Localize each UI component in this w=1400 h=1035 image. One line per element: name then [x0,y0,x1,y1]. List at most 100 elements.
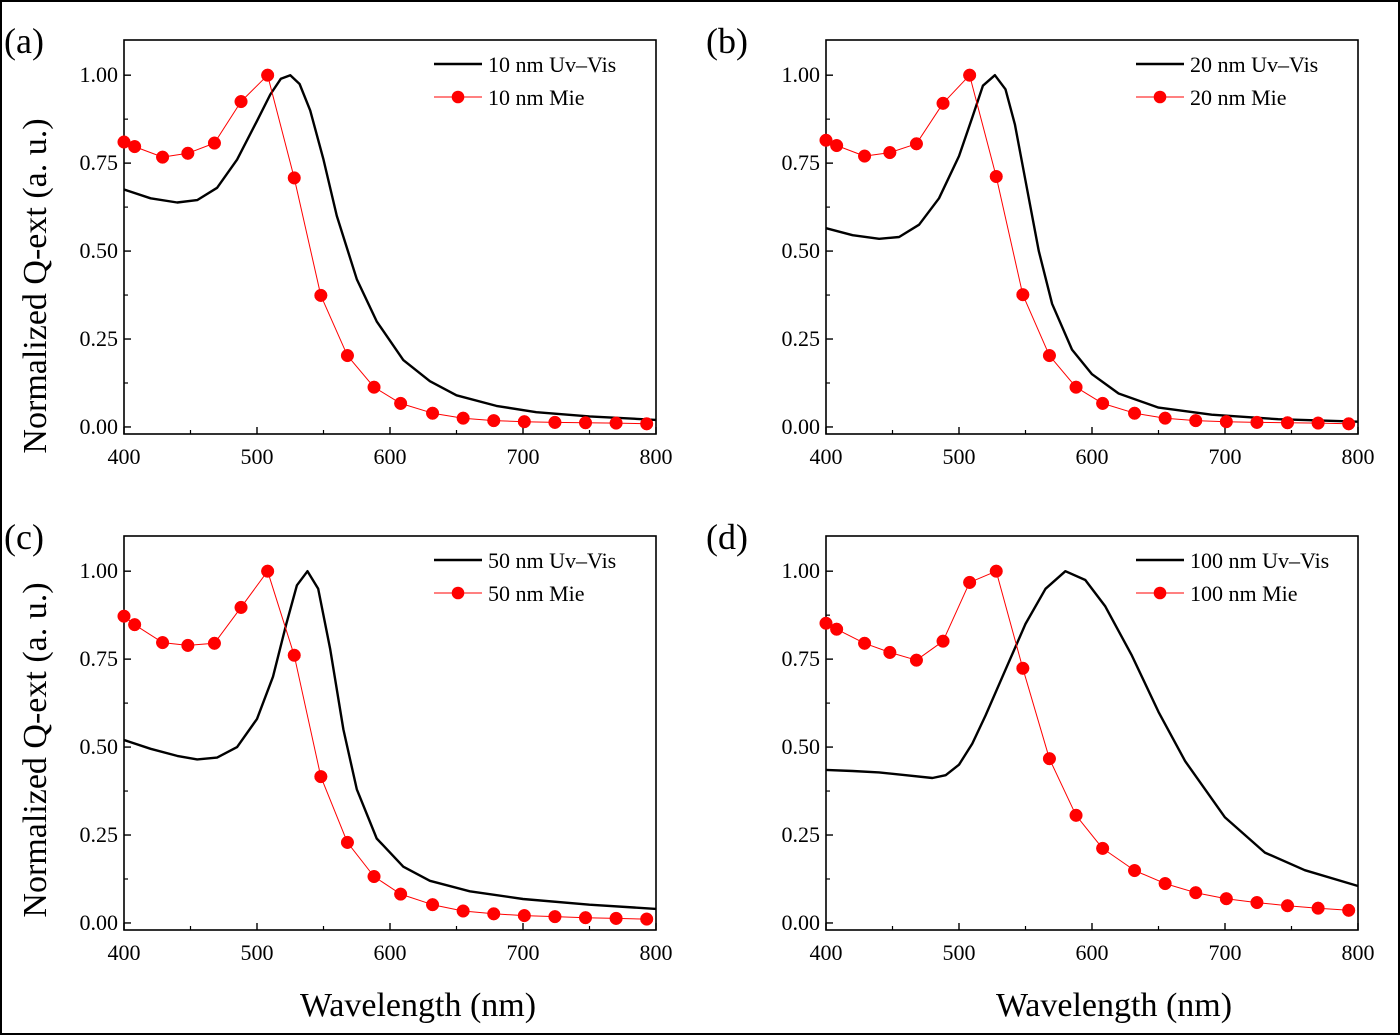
mie-point-a-5 [234,95,248,109]
mie-point-a-9 [340,349,354,363]
panel-label-c: (c) [4,517,44,557]
mie-point-d-13 [1158,877,1172,891]
y-tick-label-d-2: 0.50 [782,734,821,759]
x-tick-label-b-1: 500 [943,444,976,469]
mie-point-b-8 [1016,288,1030,302]
y-tick-label-c-4: 1.00 [80,558,119,583]
mie-point-b-4 [909,137,923,151]
mie-point-c-5 [234,600,248,614]
panels: 400 500 600 700 800 0.00 0.25 0.50 0.75 1.00 (a) 10… [4,21,1375,965]
mie-point-a-12 [426,406,440,420]
mie-point-d-1 [830,622,844,636]
mie-point-c-8 [314,770,328,784]
x-tick-label-d-4: 800 [1342,940,1375,965]
panel-c: 400 500 600 700 800 0.00 0.25 0.50 0.75 1.00 (c) 50… [4,517,673,965]
series-line-uvvis-d [825,570,1359,888]
mie-point-d-15 [1219,892,1233,906]
y-tick-label-a-1: 0.25 [80,326,119,351]
mie-point-c-17 [578,911,593,925]
panel-label-d: (d) [706,517,748,557]
mie-point-a-13 [456,411,470,425]
mie-point-b-13 [1158,411,1172,425]
y-tick-label-b-1: 0.25 [782,326,821,351]
series-line-uvvis-a [123,73,657,422]
mie-point-c-2 [156,636,170,650]
mie-point-a-18 [609,416,623,430]
mie-point-a-3 [181,146,195,160]
mie-point-a-11 [394,396,408,410]
legend-label-mie-a: 10 nm Mie [488,85,585,110]
x-axis-title-left: Wavelength (nm) [300,987,536,1024]
x-axis-title-right: Wavelength (nm) [996,987,1232,1024]
mie-point-d-10 [1069,808,1083,822]
mie-point-c-18 [609,911,623,925]
legend-label-uvvis-a: 10 nm Uv–Vis [488,52,616,77]
mie-point-a-17 [578,416,593,430]
x-tick-label-c-1: 500 [241,940,274,965]
mie-point-d-5 [936,634,950,648]
mie-point-a-1 [128,140,142,154]
x-tick-label-d-1: 500 [943,940,976,965]
legend-swatch-marker-mie-b [1153,90,1167,104]
y-tick-label-a-0: 0.00 [80,414,119,439]
x-tick-label-a-3: 700 [507,444,540,469]
legend-swatch-marker-mie-a [451,90,465,104]
y-tick-label-b-2: 0.50 [782,238,821,263]
legend-label-mie-d: 100 nm Mie [1190,581,1298,606]
mie-point-c-13 [456,904,470,918]
x-tick-label-a-2: 600 [374,444,407,469]
x-tick-label-a-4: 800 [640,444,673,469]
legend-label-mie-c: 50 nm Mie [488,581,585,606]
mie-point-d-0 [819,616,833,630]
mie-point-d-9 [1042,752,1056,766]
mie-point-b-6 [963,68,977,82]
legend-swatch-marker-mie-d [1153,586,1167,600]
legend-label-uvvis-d: 100 nm Uv–Vis [1190,548,1329,573]
y-tick-label-d-3: 0.75 [782,646,821,671]
mie-point-d-3 [883,645,897,659]
mie-point-c-14 [487,907,501,921]
mie-point-a-2 [156,150,170,164]
mie-point-c-1 [128,618,142,632]
mie-point-c-10 [367,869,381,884]
legend-swatch-marker-mie-c [451,586,465,600]
y-tick-label-c-0: 0.00 [80,910,119,935]
mie-point-c-6 [261,564,275,578]
x-tick-label-c-0: 400 [108,940,141,965]
legend-label-mie-b: 20 nm Mie [1190,85,1287,110]
mie-point-d-19 [1342,903,1356,917]
y-axis-title-bottom: Normalized Q-ext (a. u.) [17,582,54,917]
y-tick-label-b-4: 1.00 [782,62,821,87]
y-tick-label-d-0: 0.00 [782,910,821,935]
mie-point-b-14 [1189,414,1203,428]
mie-point-d-6 [963,575,977,589]
mie-point-d-18 [1311,901,1325,915]
y-tick-label-b-3: 0.75 [782,150,821,175]
mie-point-b-18 [1311,416,1325,430]
mie-point-b-16 [1250,415,1264,429]
x-tick-label-d-3: 700 [1209,940,1242,965]
panel-a: 400 500 600 700 800 0.00 0.25 0.50 0.75 1.00 (a) 10… [4,21,673,469]
mie-point-b-9 [1042,349,1056,363]
mie-point-d-17 [1280,899,1295,913]
mie-point-c-11 [394,887,408,901]
x-tick-label-b-0: 400 [810,444,843,469]
mie-point-d-7 [989,564,1003,578]
mie-point-d-14 [1189,886,1203,900]
mie-point-c-12 [426,898,440,912]
mie-point-d-4 [909,653,923,667]
x-tick-label-b-3: 700 [1209,444,1242,469]
y-axis-title-top: Normalized Q-ext (a. u.) [17,118,54,453]
mie-point-c-16 [548,910,562,924]
mie-point-d-2 [858,636,872,650]
mie-point-a-6 [261,68,275,82]
mie-point-a-16 [548,415,562,429]
legend-label-uvvis-c: 50 nm Uv–Vis [488,548,616,573]
mie-point-b-7 [989,169,1003,184]
mie-point-b-5 [936,96,950,110]
x-tick-label-d-0: 400 [810,940,843,965]
x-tick-label-b-4: 800 [1342,444,1375,469]
y-tick-label-d-4: 1.00 [782,558,821,583]
